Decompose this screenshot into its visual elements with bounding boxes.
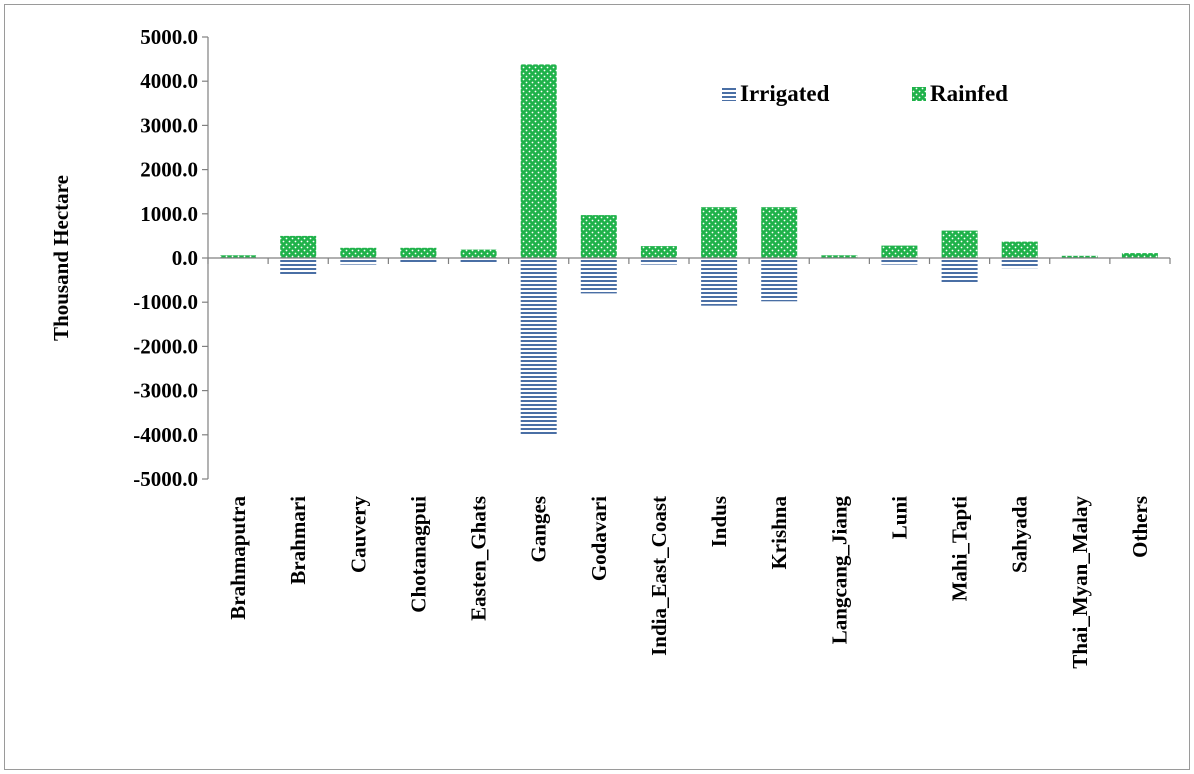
bar-irrigated-godavari (580, 258, 617, 294)
bar-rainfed-sahyada (1001, 241, 1038, 258)
bar-rainfed-india-east-coast (640, 246, 677, 258)
bar-rainfed-chotanagpui (400, 247, 437, 258)
bar-rainfed-luni (881, 245, 918, 258)
y-tick-label: -5000.0 (133, 467, 198, 491)
labels-layer: 5000.0 4000.0 3000.0 2000.0 1000.0 0.0 -1000.0… (49, 25, 1152, 669)
x-tick-label-cauvery: Cauvery (346, 496, 370, 573)
legend: Irrigated Rainfed (722, 81, 1008, 106)
y-tick-label: 2000.0 (140, 158, 198, 182)
bar-rainfed-brahmari (280, 235, 317, 258)
bar-rainfed-others (1121, 253, 1158, 258)
bars-layer (220, 64, 1158, 435)
bar-rainfed-mahi-tapti (941, 230, 978, 258)
x-tick-label-sahyada: Sahyada (1008, 496, 1032, 574)
x-tick-label-chotanagpui: Chotanagpui (406, 496, 430, 613)
x-tick-label-thai-myan-malay: Thai_Myan_Malay (1068, 496, 1092, 669)
chart-frame (4, 4, 1190, 770)
x-tick-label-mahi-tapti: Mahi_Tapti (948, 496, 972, 602)
bar-rainfed-easten-ghats (460, 249, 497, 258)
axes-layer (202, 36, 1171, 480)
bar-rainfed-cauvery (340, 247, 377, 258)
bar-irrigated-krishna (761, 258, 798, 302)
x-tick-label-brahmari: Brahmari (286, 496, 310, 585)
bar-irrigated-mahi-tapti (941, 258, 978, 283)
y-tick-label: -2000.0 (133, 334, 198, 358)
y-tick-label: 4000.0 (140, 69, 198, 93)
bar-irrigated-indus (701, 258, 738, 306)
bar-irrigated-sahyada (1001, 258, 1038, 269)
legend-swatch-irrigated (722, 87, 736, 101)
bar-rainfed-brahmaputra (220, 255, 257, 258)
x-tick-label-langcang-jiang: Langcang_Jiang (827, 496, 851, 645)
x-tick-label-easten-ghats: Easten_Ghats (467, 496, 491, 621)
legend-label-rainfed: Rainfed (930, 81, 1008, 106)
bar-irrigated-luni (881, 258, 918, 265)
bar-irrigated-cauvery (340, 258, 377, 265)
bar-rainfed-langcang-jiang (821, 255, 858, 258)
x-tick-label-luni: Luni (887, 496, 911, 539)
x-tick-label-indus: Indus (707, 496, 731, 547)
bar-irrigated-ganges (520, 258, 557, 435)
bar-rainfed-indus (701, 207, 738, 258)
bar-rainfed-krishna (761, 207, 798, 258)
y-tick-label: 5000.0 (140, 25, 198, 49)
bar-irrigated-easten-ghats (460, 258, 497, 262)
x-tick-label-godavari: Godavari (587, 496, 611, 581)
y-tick-label: -3000.0 (133, 379, 198, 403)
y-tick-label: -4000.0 (133, 423, 198, 447)
y-tick-label: 3000.0 (140, 113, 198, 137)
legend-swatch-rainfed (912, 87, 926, 101)
bar-irrigated-brahmari (280, 258, 317, 275)
y-tick-label: 1000.0 (140, 202, 198, 226)
y-tick-label: 0.0 (172, 246, 198, 270)
bar-irrigated-india-east-coast (640, 258, 677, 265)
x-tick-label-ganges: Ganges (527, 496, 551, 563)
x-tick-label-others: Others (1128, 496, 1152, 558)
bar-rainfed-ganges (520, 64, 557, 259)
legend-label-irrigated: Irrigated (740, 81, 830, 106)
x-tick-label-brahmaputra: Brahmaputra (226, 496, 250, 620)
bar-irrigated-chotanagpui (400, 258, 437, 263)
x-tick-label-krishna: Krishna (767, 496, 791, 570)
y-tick-label: -1000.0 (133, 290, 198, 314)
bar-rainfed-godavari (580, 215, 617, 258)
y-axis-title: Thousand Hectare (49, 175, 73, 341)
x-tick-label-india-east-coast: India_East_Coast (647, 496, 671, 656)
bar-rainfed-thai-myan-malay (1061, 255, 1098, 258)
